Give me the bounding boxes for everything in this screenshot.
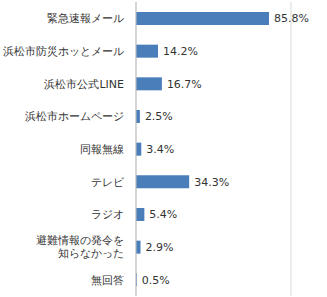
svg-text:ラジオ: ラジオ	[91, 208, 124, 221]
svg-text:14.2%: 14.2%	[163, 45, 198, 58]
svg-text:浜松市ホームページ: 浜松市ホームページ	[25, 110, 124, 123]
svg-text:2.9%: 2.9%	[145, 241, 173, 254]
svg-text:0.5%: 0.5%	[142, 274, 170, 287]
svg-text:無回答: 無回答	[91, 274, 124, 287]
svg-text:同報無線: 同報無線	[80, 143, 124, 156]
svg-text:34.3%: 34.3%	[194, 176, 229, 189]
svg-text:3.4%: 3.4%	[146, 143, 174, 156]
svg-text:16.7%: 16.7%	[167, 78, 202, 91]
svg-text:避難情報の発令を知らなかった: 避難情報の発令を知らなかった	[36, 234, 124, 260]
svg-text:5.4%: 5.4%	[149, 208, 177, 221]
svg-text:2.5%: 2.5%	[145, 110, 173, 123]
svg-text:テレビ: テレビ	[91, 176, 125, 189]
svg-text:浜松市防災ホッとメール: 浜松市防災ホッとメール	[8, 45, 124, 58]
svg-text:緊急速報メール: 緊急速報メール	[47, 12, 124, 25]
svg-text:浜松市公式LINE: 浜松市公式LINE	[44, 78, 124, 91]
svg-text:85.8%: 85.8%	[274, 12, 309, 25]
